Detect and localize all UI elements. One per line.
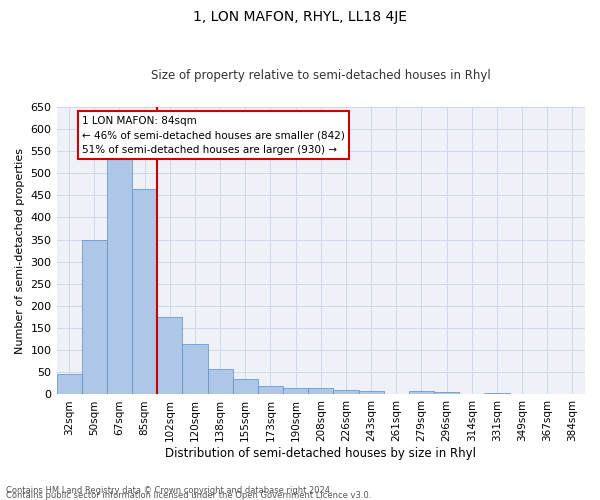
Bar: [208, 369, 233, 394]
Bar: [258, 386, 283, 394]
Bar: [409, 392, 434, 394]
Bar: [182, 344, 208, 394]
Y-axis label: Number of semi-detached properties: Number of semi-detached properties: [15, 148, 25, 354]
Bar: [82, 240, 107, 394]
Title: Size of property relative to semi-detached houses in Rhyl: Size of property relative to semi-detach…: [151, 69, 491, 82]
Bar: [359, 391, 383, 394]
Bar: [56, 374, 82, 394]
Bar: [434, 392, 459, 394]
Text: 1 LON MAFON: 84sqm
← 46% of semi-detached houses are smaller (842)
51% of semi-d: 1 LON MAFON: 84sqm ← 46% of semi-detache…: [82, 116, 344, 155]
Bar: [107, 158, 132, 394]
Bar: [132, 188, 157, 394]
Text: Contains public sector information licensed under the Open Government Licence v3: Contains public sector information licen…: [6, 491, 371, 500]
Text: 1, LON MAFON, RHYL, LL18 4JE: 1, LON MAFON, RHYL, LL18 4JE: [193, 10, 407, 24]
Bar: [484, 392, 509, 394]
Bar: [308, 388, 334, 394]
Bar: [157, 317, 182, 394]
X-axis label: Distribution of semi-detached houses by size in Rhyl: Distribution of semi-detached houses by …: [165, 447, 476, 460]
Text: Contains HM Land Registry data © Crown copyright and database right 2024.: Contains HM Land Registry data © Crown c…: [6, 486, 332, 495]
Bar: [334, 390, 359, 394]
Bar: [233, 379, 258, 394]
Bar: [283, 388, 308, 394]
